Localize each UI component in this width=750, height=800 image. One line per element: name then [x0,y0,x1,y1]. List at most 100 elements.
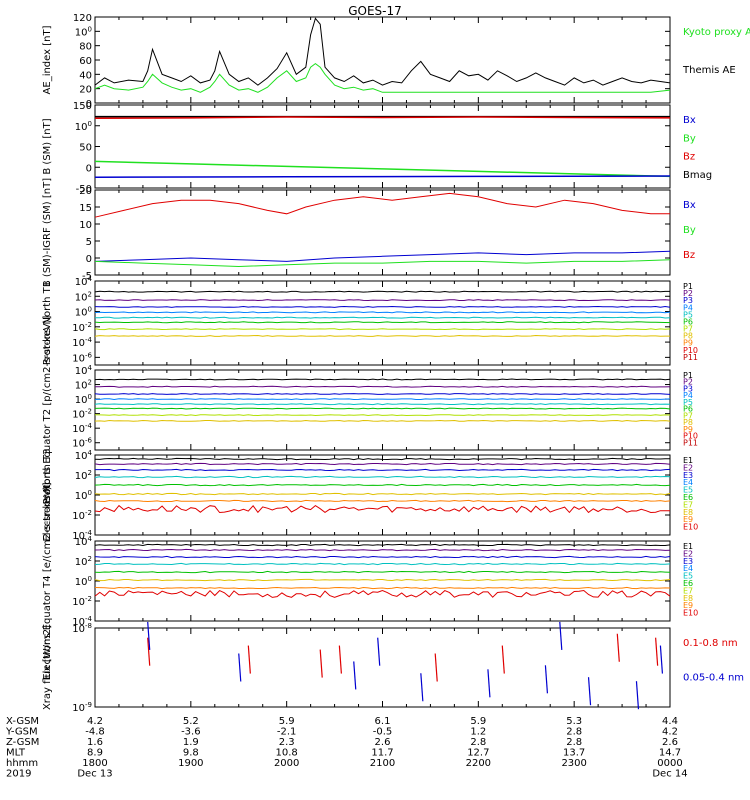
series-line [94,419,671,422]
x-table-value: -2.1 [277,727,297,738]
y-tick-label: 120 [73,13,92,24]
x-table-value: 2300 [561,758,586,769]
series-line [94,403,671,406]
y-tick-label: 10-9 [72,701,92,714]
x-table-value: 1.6 [87,737,103,748]
y-tick-label: 10-6 [72,351,92,364]
series-line [94,492,671,496]
series-line [94,192,670,218]
y-tick-exponent: 2 [88,290,92,298]
y-tick-label: 10-8 [72,622,92,635]
y-tick-exponent: 0 [88,306,92,314]
x-row-label: Z-GSM [6,737,39,748]
series-line [94,328,671,331]
xray-mark [616,633,620,662]
y-tick-label: 10 [79,220,92,231]
xray-mark [147,637,151,666]
series-line [94,562,671,566]
x-axis-table: X-GSMY-GSMZ-GSMMLThhmm20194.2-4.81.68.91… [5,716,688,780]
y-tick-exponent: 0 [88,25,92,33]
panel-frame [94,540,671,622]
y-tick-exponent: -2 [85,509,92,517]
series-line [94,334,670,337]
y-tick-label: 100 [75,393,92,406]
x-table-value: 0000 [657,758,682,769]
y-tick-label: -5 [82,271,92,282]
series-line [94,555,671,559]
legend-entry: P8 [683,332,693,341]
y-tick-exponent: 0 [88,575,92,583]
y-axis-label: Xray flux [W/m2] [42,625,53,710]
legend-entry: P8 [683,418,693,427]
legend-entry: Kyoto proxy AE [683,27,750,38]
y-tick-exponent: 4 [88,275,93,283]
y-axis-label: Electrons North T3 [42,448,53,541]
y-tick-label: 150 [73,101,92,112]
y-tick-exponent: -2 [85,595,92,603]
y-axis-label: B (SM) [nT] [42,118,53,174]
series-line [94,17,671,86]
legend-entry: P2 [683,378,693,387]
series-line [94,475,671,479]
xray-mark [434,653,438,682]
legend-entry: E8 [683,508,693,517]
xray-mark [353,661,357,690]
y-axis-label: B (SM)-IGRF (SM) [nT] [42,178,53,287]
x-table-value: 2.6 [662,737,678,748]
legend-entry: E7 [683,500,693,509]
legend-entry: P3 [683,296,693,305]
panel-8: 10-9 10-8 Xray flux [W/m2] 0.1-0.8 nm 0.05-0… [42,621,744,714]
y-tick-exponent: -6 [85,351,93,359]
x-table-value: -4.8 [85,727,105,738]
legend-entry: E2 [683,549,693,558]
series-line [95,398,671,401]
y-tick-label: 10-4 [72,336,92,349]
legend-entry: E3 [683,471,693,480]
y-tick-label: -50 [76,184,92,195]
xray-mark [238,653,242,682]
legend-entry: E10 [683,609,698,618]
y-tick-label: 10-4 [72,422,92,435]
y-tick-label: 104 [75,535,93,548]
legend-entry: E10 [683,523,698,532]
series-line [94,407,671,410]
y-tick-label: 20 [79,85,92,96]
y-tick-exponent: -8 [85,622,92,630]
series-line [94,259,671,268]
xray-mark [655,637,659,666]
x-table-value: 2.8 [470,737,486,748]
y-tick-label: 80 [79,42,92,53]
panel-frame [94,627,671,708]
y-tick-exponent: 0 [88,120,92,128]
xray-mark [319,649,323,678]
x-table-value: 4.4 [662,716,678,727]
series-line [94,321,671,324]
legend-entry: P4 [683,303,693,312]
y-tick-label: 20 [79,186,92,197]
y-tick-exponent: 0 [88,489,92,497]
x-table-value: 4.2 [662,727,678,738]
x-row-label: MLT [6,748,26,759]
series-line [94,504,670,514]
series-line [94,483,671,487]
y-tick-label: 102 [75,555,92,568]
xray-mark [544,665,549,694]
x-table-value: Dec 14 [652,769,687,780]
x-row-label: 2019 [6,769,31,780]
y-tick-label: 0 [86,99,92,110]
legend-entry: P4 [683,391,693,400]
y-tick-label: 102 [75,469,92,482]
legend-entry: E3 [683,557,693,566]
panel-frame [94,280,671,366]
legend-entry: Bz [683,152,695,163]
y-tick-label: 104 [75,364,93,377]
x-table-value: 12.7 [467,748,489,759]
y-tick-exponent: 4 [88,535,93,543]
legend-entry: 0.05-0.4 nm [683,673,744,684]
series-line [94,393,671,395]
x-table-value: 1.9 [183,737,199,748]
legend-entry: P9 [683,339,693,348]
